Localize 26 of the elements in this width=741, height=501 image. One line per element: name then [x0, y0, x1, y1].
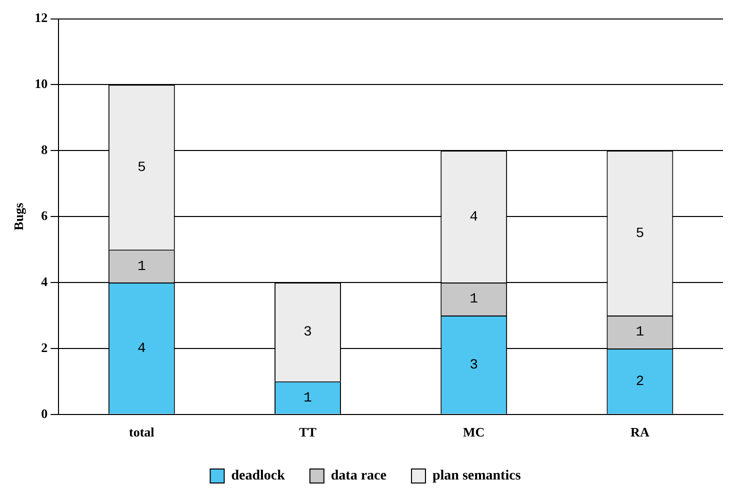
y-tick-label: 10 — [34, 76, 48, 92]
x-tick-label: MC — [463, 424, 485, 440]
data-label: 5 — [636, 226, 644, 242]
y-tick-label: 0 — [41, 406, 48, 421]
data-label: 5 — [137, 160, 146, 176]
x-tick-label: total — [129, 424, 155, 440]
y-tick-label: 4 — [41, 274, 48, 289]
x-tick-label: TT — [299, 424, 317, 440]
y-axis-title: Bugs — [11, 202, 26, 230]
legend-label: deadlock — [231, 468, 286, 484]
x-tick-label: RA — [630, 424, 650, 440]
y-tick-label: 12 — [34, 10, 48, 26]
legend-label: plan semantics — [432, 468, 522, 484]
y-tick-label: 8 — [41, 142, 48, 158]
data-label: 2 — [636, 374, 644, 390]
y-tick-label: 6 — [41, 208, 48, 223]
data-label: 1 — [470, 292, 478, 308]
data-label: 3 — [470, 357, 478, 374]
data-label: 1 — [137, 258, 146, 275]
data-label: 3 — [304, 324, 312, 341]
data-label: 1 — [304, 390, 312, 406]
data-label: 4 — [470, 209, 478, 226]
data-label: 4 — [137, 340, 146, 357]
y-tick-label: 2 — [41, 340, 48, 355]
legend-label: data race — [330, 468, 386, 484]
data-label: 1 — [636, 324, 644, 341]
